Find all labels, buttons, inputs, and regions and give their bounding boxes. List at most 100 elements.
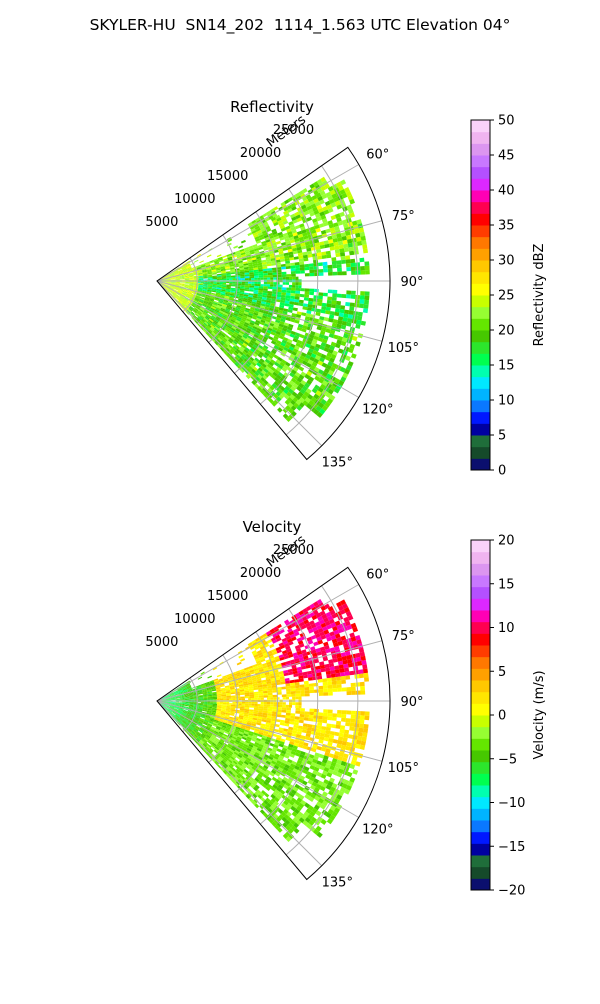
radar-gate: [326, 254, 331, 258]
colorbar-tick-label: 10: [498, 394, 515, 409]
theta-tick-label: 90°: [400, 275, 423, 290]
radar-gate: [201, 280, 204, 281]
radar-gate: [282, 694, 287, 697]
radar-gate: [258, 704, 261, 706]
radar-gate: [280, 702, 283, 705]
radar-gate: [258, 282, 261, 284]
radar-gate: [282, 707, 287, 710]
radar-gate: [192, 700, 195, 701]
radar-gate: [346, 687, 351, 691]
radar-gate: [319, 272, 324, 276]
figure-title: SKYLER-HU SN14_202 1114_1.563 UTC Elevat…: [0, 16, 600, 34]
radar-gate: [210, 699, 213, 700]
radar-gate: [264, 278, 267, 280]
radar-gate: [201, 281, 204, 282]
radar-gate: [220, 702, 223, 703]
radar-gate: [318, 292, 323, 296]
radar-gate: [328, 290, 333, 294]
colorbar-tick-label: 20: [498, 324, 515, 339]
radar-gate: [295, 285, 298, 288]
radar-gate: [351, 711, 356, 715]
radar-gate: [286, 691, 291, 694]
radar-gate: [259, 693, 264, 695]
radar-gate: [214, 702, 217, 703]
colorbar-segment: [471, 237, 490, 249]
radar-gate: [300, 264, 305, 267]
radar-gate: [217, 278, 222, 279]
radar-gate: [360, 686, 365, 691]
radar-gate: [323, 709, 328, 713]
radar-gate: [259, 696, 264, 698]
radar-gate: [226, 282, 229, 284]
radar-gate: [309, 709, 314, 712]
radar-gate: [331, 724, 336, 728]
radar-gate: [207, 279, 210, 280]
radar-gate: [263, 273, 268, 276]
radar-gate: [267, 704, 270, 706]
radar-gate: [258, 691, 263, 694]
radar-gate: [295, 268, 300, 271]
radar-gate: [331, 300, 336, 304]
radar-gate: [351, 267, 356, 271]
radar-gate: [346, 267, 351, 271]
radar-gate: [229, 279, 232, 281]
radar-gate: [365, 291, 370, 296]
radar-gate: [263, 286, 268, 289]
radar-gate: [304, 714, 309, 718]
radar-gate: [238, 245, 243, 248]
radar-gate: [333, 272, 338, 276]
radar-gate: [204, 699, 207, 700]
radar-gate: [249, 289, 254, 291]
colorbar-label: Reflectivity dBZ: [532, 244, 547, 347]
radar-gate: [336, 260, 341, 264]
radar-gate: [310, 273, 315, 276]
radar-gate: [226, 276, 231, 278]
radar-gate: [326, 251, 331, 255]
radar-gate: [309, 270, 314, 273]
radar-gate: [332, 264, 337, 268]
colorbar-segment: [471, 260, 490, 272]
radar-gate: [295, 296, 300, 299]
radar-gate: [273, 697, 276, 699]
radar-gate: [327, 300, 332, 304]
radar-gate: [240, 697, 245, 699]
radar-gate: [210, 282, 213, 283]
radar-gate: [346, 259, 351, 263]
radar-gate: [231, 275, 236, 277]
radar-gate: [232, 283, 235, 285]
radar-gate: [293, 308, 298, 312]
radar-gate: [336, 680, 341, 684]
radar-gate: [207, 699, 210, 700]
radar-gate: [334, 732, 339, 737]
radar-gate: [359, 673, 364, 678]
radar-gate: [323, 713, 328, 717]
radar-gate: [217, 698, 222, 699]
radar-gate: [249, 276, 254, 278]
radar-gate: [327, 717, 332, 721]
radar-gate: [360, 711, 365, 716]
radar-gate: [248, 284, 251, 286]
radar-gate: [235, 707, 240, 709]
colorbar-tick-label: 0: [498, 464, 506, 479]
colorbar-segment: [471, 272, 490, 284]
radar-gate: [220, 703, 223, 704]
radar-gate: [269, 644, 274, 648]
radar-gate: [327, 678, 332, 682]
radar-gate: [351, 271, 356, 275]
radar-gate: [323, 682, 328, 686]
radar-gate: [327, 297, 332, 301]
radar-gate: [295, 291, 300, 294]
colorbar-segment: [471, 423, 490, 435]
radar-gate: [295, 688, 300, 691]
radar-gate: [305, 267, 310, 271]
radar-gate: [249, 288, 254, 290]
radar-gate: [336, 301, 341, 305]
radar-gate: [347, 691, 352, 695]
radar-gate: [318, 299, 323, 303]
radar-gate: [351, 295, 356, 299]
radar-gate: [217, 699, 220, 700]
radar-gate: [364, 261, 369, 266]
radar-gate: [313, 718, 318, 722]
radar-gate: [336, 721, 341, 725]
radar-gate: [317, 676, 322, 680]
